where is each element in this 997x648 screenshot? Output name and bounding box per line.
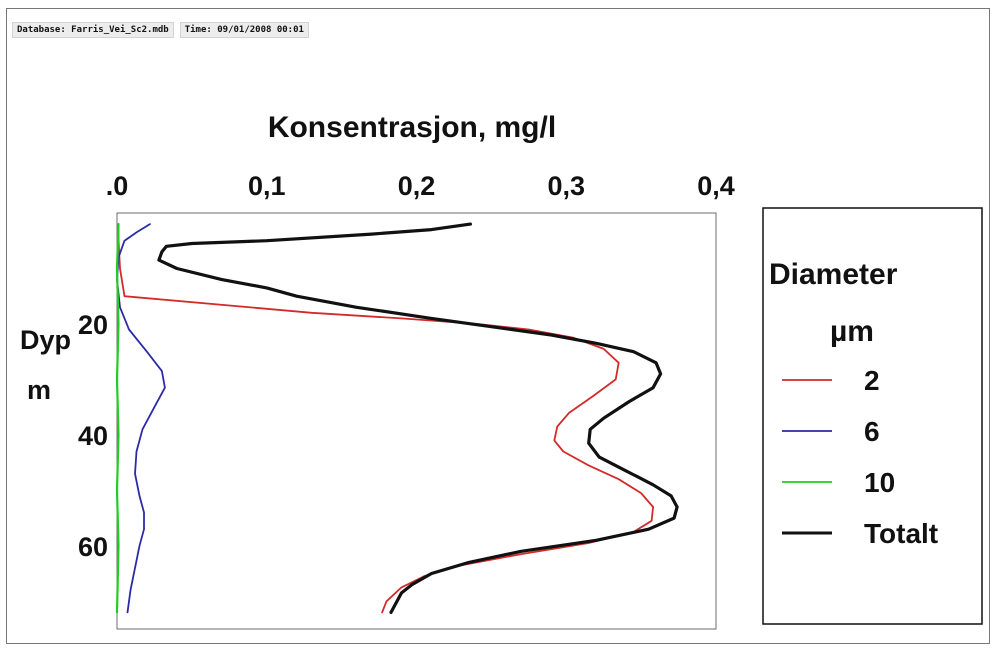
x-tick-labels: .0 0,1 0,2 0,3 0,4 bbox=[106, 171, 735, 201]
legend-box bbox=[762, 207, 983, 625]
y-tick-label: 60 bbox=[78, 532, 108, 562]
x-axis-title: Konsentrasjon, mg/l bbox=[268, 111, 556, 144]
y-axis-title-line2: m bbox=[27, 375, 51, 405]
x-tick-label: 0,1 bbox=[248, 171, 286, 201]
legend-title-line2: µm bbox=[830, 315, 874, 348]
plot-area bbox=[116, 212, 717, 630]
y-tick-labels: 20 40 60 bbox=[78, 310, 108, 562]
x-tick-label: 0,3 bbox=[547, 171, 585, 201]
legend-label-6: 6 bbox=[864, 416, 880, 447]
series-line-totalt bbox=[157, 222, 679, 614]
y-axis-title-line1: Dyp bbox=[20, 325, 71, 355]
x-tick-label: 0,4 bbox=[697, 171, 735, 201]
series-lines bbox=[115, 222, 679, 614]
time-label: Time: 09/01/2008 00:01 bbox=[179, 22, 309, 38]
series-line-10 bbox=[115, 223, 120, 614]
legend-label-2: 2 bbox=[864, 365, 880, 396]
y-tick-label: 20 bbox=[78, 310, 108, 340]
x-tick-label: 0,2 bbox=[398, 171, 436, 201]
database-label: Database: Farris_Vei_Sc2.mdb bbox=[12, 22, 174, 38]
x-tick-label: .0 bbox=[106, 171, 129, 201]
legend-label-totalt: Totalt bbox=[864, 518, 938, 549]
series-line-2 bbox=[117, 223, 654, 614]
y-tick-label: 40 bbox=[78, 421, 108, 451]
legend-label-10: 10 bbox=[864, 467, 895, 498]
status-bar: Database: Farris_Vei_Sc2.mdb Time: 09/01… bbox=[12, 22, 309, 38]
legend-items: 2 6 10 Totalt bbox=[782, 365, 938, 549]
legend-title-line1: Diameter bbox=[769, 258, 898, 291]
